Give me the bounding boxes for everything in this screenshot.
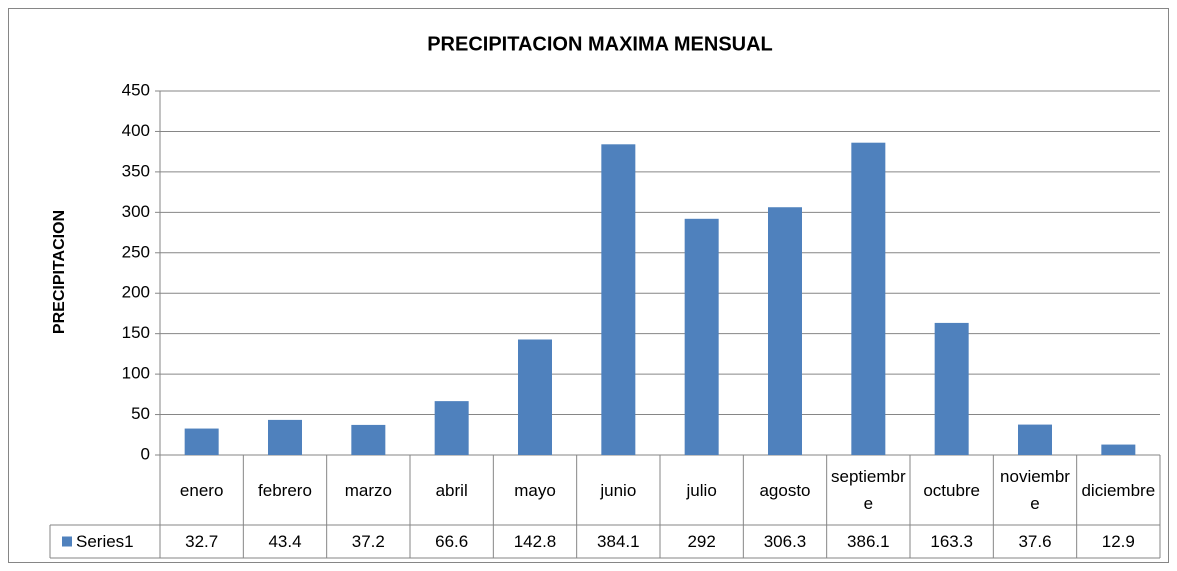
table-value: 163.3: [930, 532, 973, 551]
table-value: 384.1: [597, 532, 640, 551]
table-value: 37.6: [1018, 532, 1052, 551]
y-tick-label: 300: [122, 202, 150, 221]
bar: [1018, 424, 1052, 455]
bar: [268, 419, 302, 455]
x-tick-label: octubre: [923, 480, 981, 500]
y-tick-label: 50: [131, 404, 150, 423]
table-value: 142.8: [513, 532, 557, 551]
bar: [684, 218, 719, 455]
table-value: 292: [687, 532, 716, 551]
table-value: 12.9: [1101, 532, 1135, 551]
bar: [934, 322, 969, 455]
bar: [518, 339, 552, 455]
x-tick-label: noviembre: [1000, 467, 1070, 513]
bar: [601, 144, 636, 455]
y-tick-label: 450: [122, 80, 150, 99]
y-tick-label: 400: [122, 121, 150, 140]
table-value: 43.4: [268, 532, 302, 551]
y-axis-title: PRECIPITACION: [51, 210, 68, 334]
table-value: 66.6: [435, 532, 469, 551]
bar: [184, 428, 219, 455]
table-value: 32.7: [185, 532, 219, 551]
bar: [351, 424, 386, 455]
y-tick-label: 350: [122, 161, 150, 180]
x-tick-label: septiembre: [831, 467, 906, 513]
legend-label: Series1: [76, 532, 134, 551]
bar: [1101, 444, 1136, 455]
legend-swatch: [62, 536, 72, 547]
x-tick-label: enero: [179, 480, 224, 500]
table-value: 306.3: [763, 532, 807, 551]
x-tick-label: mayo: [514, 480, 556, 500]
x-tick-label: diciembre: [1081, 480, 1156, 500]
table-value: 37.2: [351, 532, 385, 551]
x-tick-label: febrero: [258, 480, 312, 500]
bar: [851, 142, 886, 456]
y-tick-label: 200: [122, 283, 150, 302]
x-tick-label: junio: [600, 480, 637, 500]
y-tick-label: 250: [122, 242, 150, 261]
chart-title: PRECIPITACION MAXIMA MENSUAL: [427, 33, 773, 55]
chart-border: [8, 8, 1169, 563]
x-tick-label: marzo: [344, 480, 392, 500]
y-tick-label: 150: [122, 323, 150, 342]
x-tick-label: julio: [686, 480, 717, 500]
bar: [434, 401, 469, 455]
y-tick-label: 100: [122, 364, 150, 383]
x-tick-label: agosto: [759, 480, 811, 500]
bar: [768, 207, 802, 455]
table-value: 386.1: [847, 532, 890, 551]
y-tick-label: 0: [141, 444, 150, 463]
x-tick-label: abril: [435, 480, 468, 500]
